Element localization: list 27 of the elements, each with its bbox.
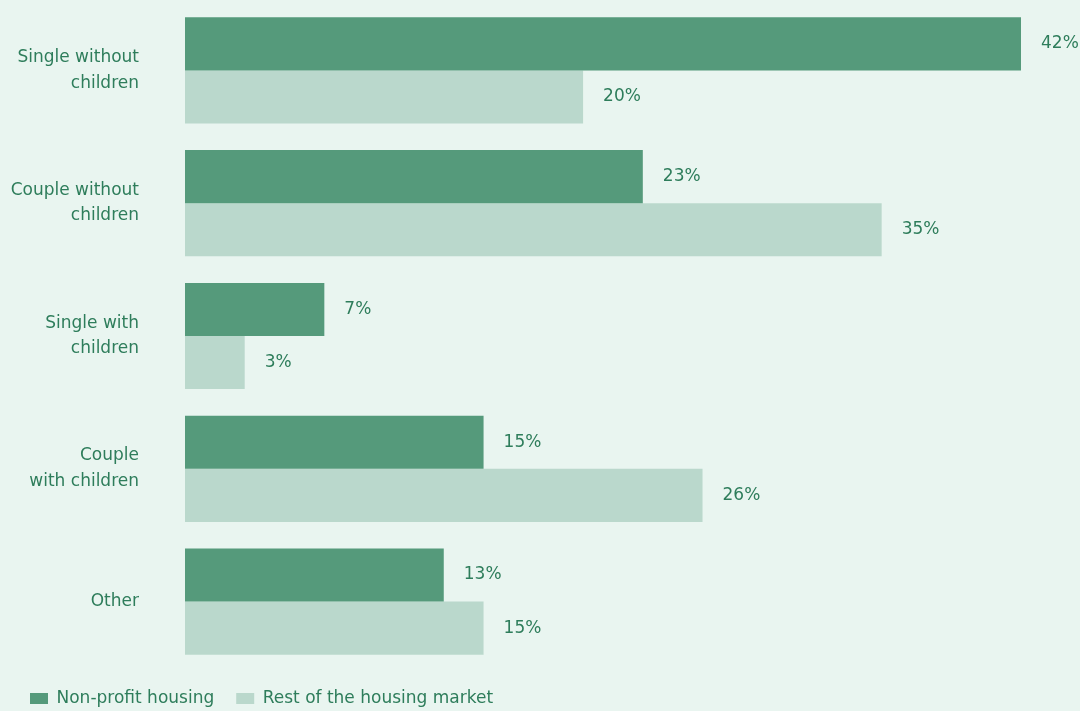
y-tick-label: Single with children (45, 311, 139, 358)
bar (185, 70, 584, 124)
data-label: 23% (662, 165, 701, 186)
data-label: 15% (503, 616, 542, 637)
bar (185, 150, 643, 204)
bar (185, 282, 325, 336)
data-label: 26% (722, 483, 761, 504)
y-tick-label: Couple without children (10, 178, 140, 225)
bar (185, 548, 444, 602)
bar (185, 17, 1021, 71)
legend-label: Rest of the housing market (262, 686, 494, 707)
data-label: 15% (503, 430, 542, 451)
bar (185, 601, 484, 655)
data-label: 7% (344, 297, 372, 318)
data-label: 35% (901, 218, 940, 239)
bar (185, 336, 245, 390)
data-label: 42% (1041, 32, 1079, 53)
bar (185, 468, 703, 522)
y-tick-label: Couple with children (29, 444, 139, 490)
legend-label: Non-profit housing (56, 686, 215, 707)
y-tick-label: Single without children (17, 46, 140, 92)
data-label: 3% (264, 350, 292, 371)
bar (185, 415, 484, 469)
y-tick-label: Other (90, 590, 139, 611)
bar (185, 203, 882, 257)
data-label: 20% (603, 85, 641, 106)
data-label: 13% (463, 563, 502, 584)
